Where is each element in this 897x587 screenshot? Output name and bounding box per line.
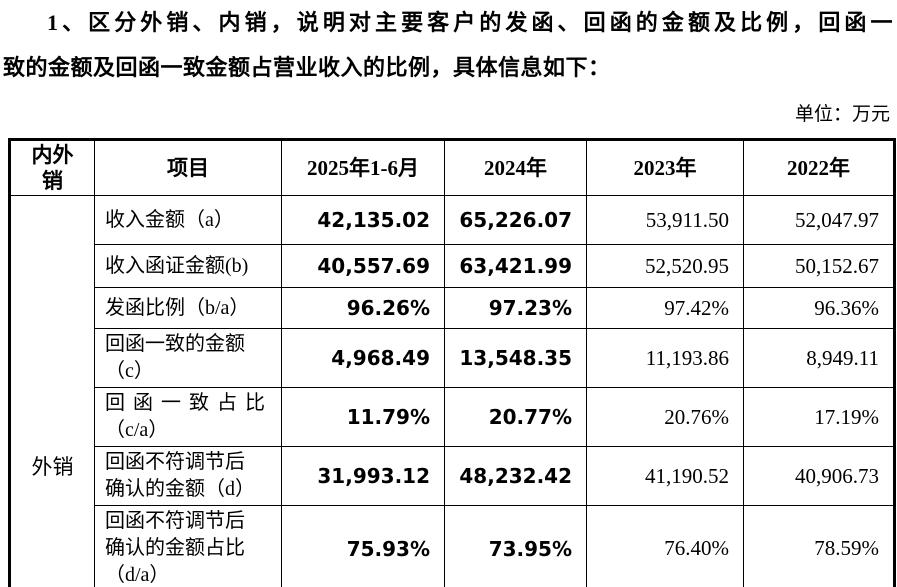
item-cell: 回函一致的金额 （c）	[94, 328, 282, 388]
value-cell: 97.23%	[444, 287, 587, 329]
header-2022: 2022年	[743, 139, 895, 196]
unit-label: 单位：万元	[794, 104, 890, 125]
value-cell: 20.77%	[444, 387, 587, 447]
value-cell: 4,968.49	[281, 328, 445, 388]
value-cell: 75.93%	[281, 505, 445, 587]
item-cell: 收入金额（a）	[94, 195, 282, 245]
value-cell: 76.40%	[586, 505, 744, 587]
group-cell-export: 外销	[9, 195, 95, 587]
header-domestic-export: 内外销	[9, 139, 95, 196]
value-cell: 97.42%	[586, 287, 744, 329]
value-cell: 11,193.86	[586, 328, 744, 388]
title-line-1: 1、区分外销、内销，说明对主要客户的发函、回函的金额及比例，回函一	[47, 10, 893, 35]
value-cell: 50,152.67	[743, 244, 895, 288]
title-line-2: 致的金额及回函一致金额占营业收入的比例，具体信息如下：	[3, 55, 611, 80]
item-cell: 收入函证金额(b)	[94, 244, 282, 288]
value-cell: 52,047.97	[743, 195, 895, 245]
value-cell: 63,421.99	[444, 244, 587, 288]
item-cell: 回函不符调节后 确认的金额（d）	[94, 446, 282, 506]
item-cell: 回函不符调节后 确认的金额占比 （d/a）	[94, 505, 282, 587]
table-row-send-ratio: 发函比例（b/a） 96.26% 97.23% 97.42% 96.36%	[10, 287, 895, 329]
item-cell: 发函比例（b/a）	[94, 287, 282, 329]
doc-title: 1、区分外销、内销，说明对主要客户的发函、回函的金额及比例，回函一 致的金额及回…	[3, 0, 893, 90]
value-cell: 17.19%	[743, 387, 895, 447]
value-cell: 40,906.73	[743, 446, 895, 506]
value-cell: 65,226.07	[444, 195, 587, 245]
value-cell: 11.79%	[281, 387, 445, 447]
table-row-adjusted-ratio: 回函不符调节后 确认的金额占比 （d/a） 75.93% 73.95% 76.4…	[10, 505, 895, 587]
item-cell: 回函一致占比 （c/a）	[94, 387, 282, 447]
value-cell: 73.95%	[444, 505, 587, 587]
value-cell: 42,135.02	[281, 195, 445, 245]
header-2023: 2023年	[586, 139, 744, 196]
value-cell: 8,949.11	[743, 328, 895, 388]
value-cell: 48,232.42	[444, 446, 587, 506]
value-cell: 41,190.52	[586, 446, 744, 506]
value-cell: 52,520.95	[586, 244, 744, 288]
value-cell: 96.26%	[281, 287, 445, 329]
value-cell: 20.76%	[586, 387, 744, 447]
table-row-matched-ratio: 回函一致占比 （c/a） 11.79% 20.77% 20.76% 17.19%	[10, 387, 895, 447]
table-header-row: 内外销 项目 2025年1-6月 2024年 2023年 2022年	[9, 139, 895, 196]
table-row-adjusted-amount: 回函不符调节后 确认的金额（d） 31,993.12 48,232.42 41,…	[10, 446, 895, 506]
confirmation-table: 内外销 项目 2025年1-6月 2024年 2023年 2022年 外销 收入…	[8, 138, 896, 587]
value-cell: 40,557.69	[281, 244, 445, 288]
header-2025h1: 2025年1-6月	[281, 139, 445, 196]
header-item: 项目	[94, 139, 282, 196]
value-cell: 13,548.35	[444, 328, 587, 388]
value-cell: 96.36%	[743, 287, 895, 329]
value-cell: 78.59%	[743, 505, 895, 587]
value-cell: 31,993.12	[281, 446, 445, 506]
value-cell: 53,911.50	[586, 195, 744, 245]
group-label-export: 外销	[31, 455, 74, 479]
table-row-revenue: 外销 收入金额（a） 42,135.02 65,226.07 53,911.50…	[9, 195, 895, 587]
header-2024: 2024年	[444, 139, 587, 196]
table-row-confirmed-revenue: 收入函证金额(b) 40,557.69 63,421.99 52,520.95 …	[10, 244, 895, 288]
table-row-matched-amount: 回函一致的金额 （c） 4,968.49 13,548.35 11,193.86…	[10, 328, 895, 388]
